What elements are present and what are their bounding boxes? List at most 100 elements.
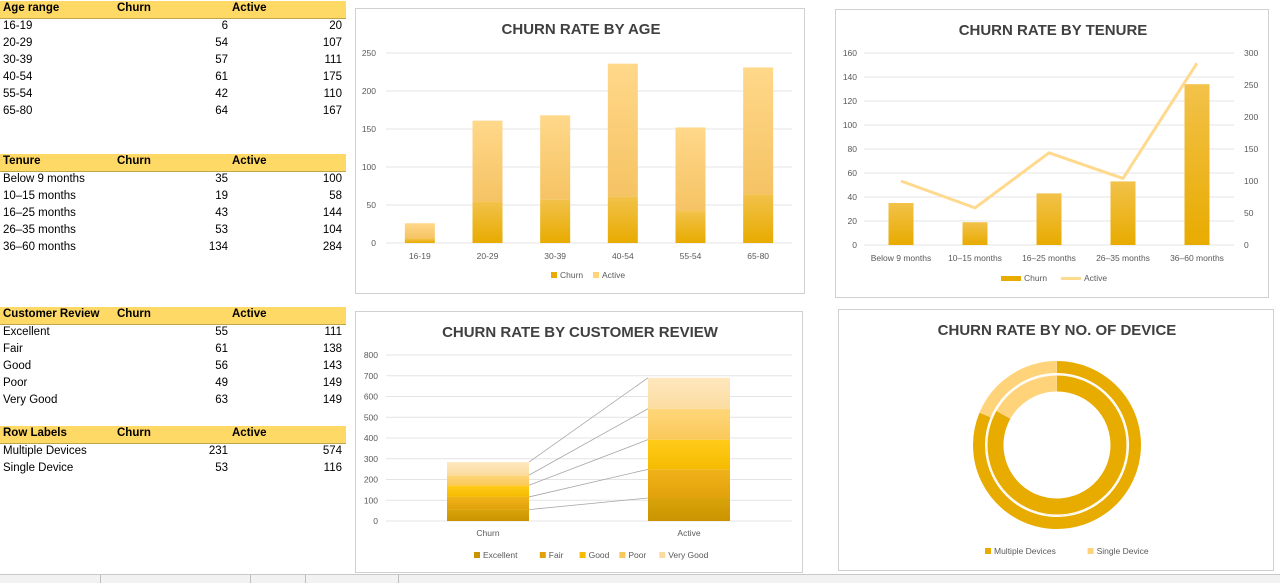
churn-value[interactable]: 42: [215, 88, 228, 100]
row-label[interactable]: Fair: [3, 343, 23, 355]
y-tick-label: 0: [371, 238, 376, 248]
table-row[interactable]: 20-29 54 107: [0, 36, 346, 53]
active-value[interactable]: 149: [322, 377, 342, 389]
table-row[interactable]: 55-54 42 110: [0, 87, 346, 104]
row-label[interactable]: 16–25 months: [3, 207, 76, 219]
x-tick-label: Active: [677, 528, 700, 538]
row-label[interactable]: Below 9 months: [3, 173, 85, 185]
row-label[interactable]: 36–60 months: [3, 241, 76, 253]
row-label[interactable]: Good: [3, 360, 32, 372]
active-value[interactable]: 143: [322, 360, 342, 372]
churn-value[interactable]: 43: [215, 207, 228, 219]
chart-churn-by-age[interactable]: CHURN RATE BY AGE 0 50 100 150 200 250 16-19 20-…: [355, 8, 805, 294]
active-value[interactable]: 116: [323, 462, 342, 474]
churn-value[interactable]: 53: [215, 462, 228, 474]
active-value[interactable]: 20: [329, 20, 342, 32]
table-row[interactable]: 30-39 57 111: [0, 53, 346, 70]
active-value[interactable]: 284: [322, 241, 342, 253]
table-row[interactable]: 10–15 months 19 58: [0, 189, 346, 206]
header-active[interactable]: Active: [232, 308, 267, 320]
table-row[interactable]: Excellent 55 111: [0, 325, 346, 342]
row-label[interactable]: 65-80: [3, 105, 33, 117]
row-label[interactable]: 40-54: [3, 71, 33, 83]
active-value[interactable]: 110: [323, 88, 342, 100]
row-label[interactable]: Very Good: [3, 394, 58, 406]
active-value[interactable]: 175: [322, 71, 342, 83]
header-age-range[interactable]: Age range: [3, 2, 60, 14]
table-row[interactable]: Below 9 months 35 100: [0, 172, 346, 189]
active-value[interactable]: 144: [322, 207, 342, 219]
churn-value[interactable]: 54: [215, 37, 228, 49]
active-value[interactable]: 167: [322, 105, 342, 117]
active-value[interactable]: 574: [322, 445, 342, 457]
row-label[interactable]: 26–35 months: [3, 224, 76, 236]
row-label[interactable]: Multiple Devices: [3, 445, 87, 457]
row-label[interactable]: Excellent: [3, 326, 50, 338]
churn-value[interactable]: 63: [215, 394, 228, 406]
churn-value[interactable]: 53: [215, 224, 228, 236]
churn-value[interactable]: 61: [215, 343, 228, 355]
churn-value[interactable]: 49: [215, 377, 228, 389]
table-row[interactable]: Very Good 63 149: [0, 393, 346, 410]
churn-value[interactable]: 57: [215, 54, 228, 66]
series-line: [528, 377, 649, 463]
churn-value[interactable]: 55: [215, 326, 228, 338]
table-row[interactable]: 65-80 64 167: [0, 104, 346, 121]
chart-churn-by-device[interactable]: CHURN RATE BY NO. OF DEVICE Multiple Devi…: [838, 309, 1274, 571]
row-label[interactable]: 10–15 months: [3, 190, 76, 202]
table-row[interactable]: 40-54 61 175: [0, 70, 346, 87]
active-value[interactable]: 107: [322, 37, 342, 49]
churn-value[interactable]: 231: [208, 445, 228, 457]
active-value[interactable]: 104: [322, 224, 342, 236]
header-churn[interactable]: Churn: [117, 155, 151, 167]
header-active[interactable]: Active: [232, 2, 267, 14]
row-label[interactable]: 55-54: [3, 88, 33, 100]
legend-swatch: [579, 552, 586, 558]
churn-value[interactable]: 134: [208, 241, 228, 253]
active-value[interactable]: 149: [322, 394, 342, 406]
churn-value[interactable]: 64: [215, 105, 228, 117]
chart-churn-by-tenure[interactable]: CHURN RATE BY TENURE 0 20 40 60 80 100 120 140 16…: [835, 9, 1269, 298]
chart-churn-by-review[interactable]: CHURN RATE BY CUSTOMER REVIEW 0 100 200 300 4…: [355, 311, 803, 573]
table-row[interactable]: Fair 61 138: [0, 342, 346, 359]
churn-value[interactable]: 56: [215, 360, 228, 372]
y2-tick-label: 0: [1244, 240, 1249, 250]
active-value[interactable]: 111: [324, 326, 342, 338]
stack-segment-good: [648, 439, 730, 470]
y-tick-label: 80: [848, 144, 858, 154]
header-active[interactable]: Active: [232, 427, 267, 439]
table-row[interactable]: Poor 49 149: [0, 376, 346, 393]
row-label[interactable]: Poor: [3, 377, 28, 389]
table-row[interactable]: 36–60 months 134 284: [0, 240, 346, 257]
y-tick-label: 20: [848, 216, 858, 226]
active-value[interactable]: 58: [329, 190, 342, 202]
table-row[interactable]: Single Device 53 116: [0, 461, 346, 478]
row-label[interactable]: 16-19: [3, 20, 33, 32]
table-row[interactable]: Good 56 143: [0, 359, 346, 376]
header-churn[interactable]: Churn: [117, 427, 151, 439]
y-tick-label: 40: [848, 192, 858, 202]
table-row[interactable]: 26–35 months 53 104: [0, 223, 346, 240]
y-tick-label: 140: [843, 72, 857, 82]
churn-value[interactable]: 19: [215, 190, 228, 202]
table-row[interactable]: 16-19 6 20: [0, 19, 346, 36]
table-row[interactable]: 16–25 months 43 144: [0, 206, 346, 223]
header-row-labels[interactable]: Row Labels: [3, 427, 67, 439]
table-row[interactable]: Multiple Devices 231 574: [0, 444, 346, 461]
active-value[interactable]: 100: [322, 173, 342, 185]
header-tenure[interactable]: Tenure: [3, 155, 41, 167]
doughnut-slice-active-0: [986, 374, 1128, 516]
sheet-tab-bar[interactable]: [0, 574, 1280, 583]
active-value[interactable]: 111: [324, 54, 342, 66]
header-churn[interactable]: Churn: [117, 308, 151, 320]
churn-value[interactable]: 6: [221, 20, 228, 32]
header-churn[interactable]: Churn: [117, 2, 151, 14]
row-label[interactable]: 20-29: [3, 37, 33, 49]
row-label[interactable]: 30-39: [3, 54, 33, 66]
row-label[interactable]: Single Device: [3, 462, 74, 474]
header-active[interactable]: Active: [232, 155, 267, 167]
active-value[interactable]: 138: [322, 343, 342, 355]
churn-value[interactable]: 35: [215, 173, 228, 185]
header-customer-review[interactable]: Customer Review: [3, 308, 100, 320]
churn-value[interactable]: 61: [215, 71, 228, 83]
